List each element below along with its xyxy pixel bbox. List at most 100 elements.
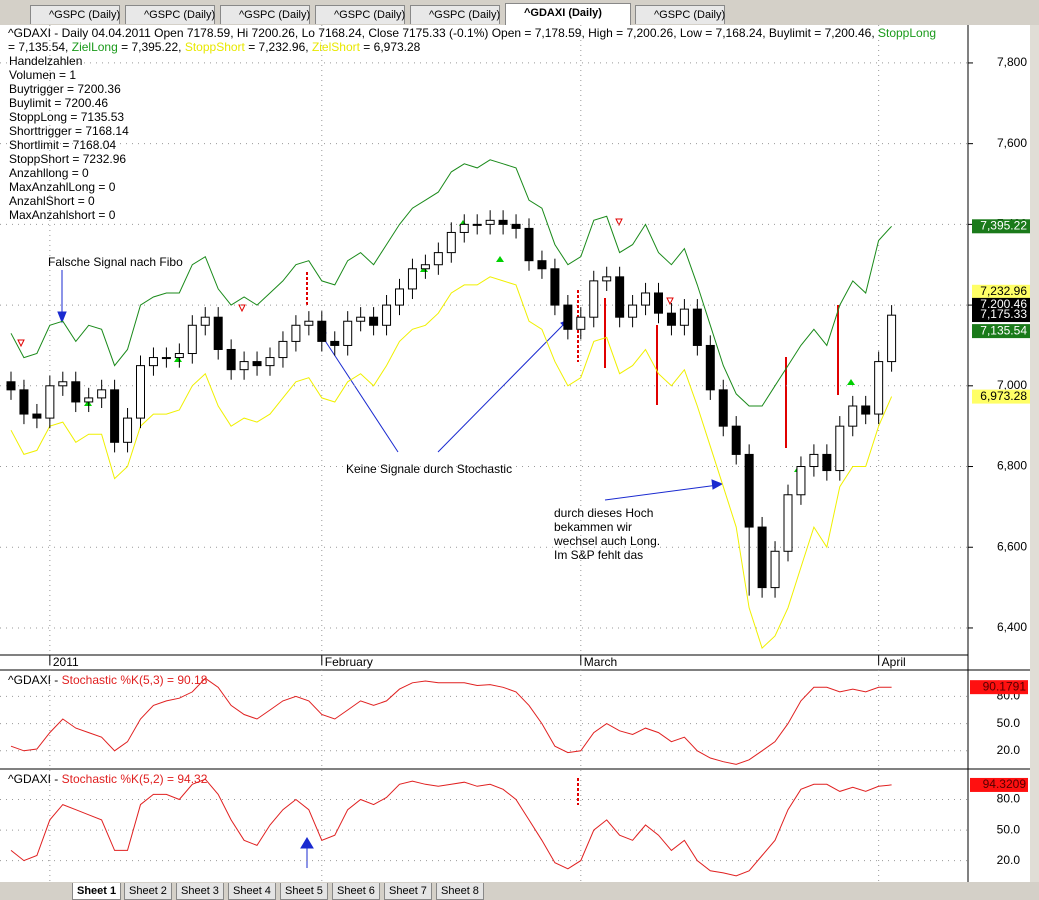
indicator-info: MaxAnzahlLong = 0 [9, 180, 116, 194]
candle-body [666, 312, 676, 326]
panel-title-name: Stochastic %K(5,2) = 94.32 [62, 772, 208, 786]
candle-body [110, 389, 120, 443]
arrow-head [300, 837, 314, 849]
candle-body [291, 324, 301, 342]
sheet-tab[interactable]: Sheet 3 [176, 883, 224, 900]
tab-bar: ^GSPC (Daily) ^GSPC (Daily) ^GSPC (Daily) ^… [0, 0, 1039, 25]
candle-body [369, 316, 379, 326]
x-tick-label: February [325, 655, 373, 669]
tab[interactable]: ^GSPC (Daily) [30, 5, 120, 24]
candle-body [848, 405, 858, 427]
candle-body [407, 268, 417, 290]
y-tick-label: 7,000 [997, 378, 1027, 392]
sheet-tab[interactable]: Sheet 4 [228, 883, 276, 900]
candle-body [809, 453, 819, 468]
price-tag [972, 284, 1030, 299]
tab[interactable]: ^GSPC (Daily) [315, 5, 405, 24]
buy-arrow [174, 356, 182, 362]
candle-body [679, 308, 689, 326]
header-segment: ^GDAXI - Daily 04.04.2011 Open 7178.59, … [8, 26, 878, 40]
candle-body [187, 324, 197, 355]
tab[interactable]: ^GSPC (Daily) [410, 5, 500, 24]
candle-body [382, 304, 392, 326]
indicator-info: Anzahllong = 0 [9, 166, 89, 180]
annotation: durch dieses Hoch [554, 506, 653, 520]
candle-body [576, 316, 586, 330]
x-tick-label: April [882, 655, 906, 669]
value-tag-label: 90.1791 [983, 679, 1027, 693]
value-tag-label: 94.3209 [983, 777, 1027, 791]
panel-title-prefix: ^GDAXI - [8, 772, 62, 786]
candle-body [861, 405, 871, 415]
y-tick-label: 7,800 [997, 55, 1027, 69]
candle-body [757, 526, 767, 589]
annotation: wechsel auch Long. [553, 534, 660, 548]
candle-body [213, 316, 223, 350]
candle-body [589, 280, 599, 318]
candle-body [6, 381, 16, 391]
annotation: Keine Signale durch Stochastic [346, 462, 512, 476]
band-line [10, 276, 893, 650]
sell-arrow [17, 339, 25, 348]
y-tick-label: 20.0 [997, 853, 1021, 867]
sheet-tab[interactable]: Sheet 6 [332, 883, 380, 900]
candle-body [356, 316, 366, 322]
sheet-tab[interactable]: Sheet 5 [280, 883, 328, 900]
candle-body [226, 348, 236, 371]
candle-body [615, 276, 625, 318]
tab[interactable]: ^GSPC (Daily) [220, 5, 310, 24]
price-tag-label: 7,395.22 [980, 218, 1027, 232]
candle-body [317, 320, 327, 342]
price-tag-label: 7,200.46 [980, 297, 1027, 311]
annotation: Im S&P fehlt das [554, 548, 643, 562]
indicator-info: Shortlimit = 7168.04 [9, 138, 116, 152]
candle-body [343, 320, 353, 346]
candle-body [71, 381, 81, 403]
candle-body [537, 260, 547, 270]
sheet-tab[interactable]: Sheet 8 [436, 883, 484, 900]
header-segment: = 7,135.54, [8, 40, 72, 54]
candle-body [563, 304, 573, 330]
header-segment: = 6,973.28 [360, 40, 421, 54]
tab[interactable]: ^GDAXI (Daily) [505, 3, 631, 25]
sheet-tab[interactable]: Sheet 2 [124, 883, 172, 900]
indicator-info: MaxAnzahlshort = 0 [9, 208, 116, 222]
price-tag [972, 219, 1030, 234]
panel-title-name: Stochastic %K(5,3) = 90.18 [62, 673, 208, 687]
sheet-bar: Sheet 1 Sheet 2 Sheet 3 Sheet 4 Sheet 5 Sheet… [0, 882, 1039, 900]
indicator-info: StoppLong = 7135.53 [9, 110, 124, 124]
indicator-info: Shorttrigger = 7168.14 [9, 124, 129, 138]
candle-body [550, 268, 560, 306]
y-tick-label: 6,400 [997, 620, 1027, 634]
indicator-info: Handelzahlen [9, 54, 82, 68]
arrow-head [711, 479, 724, 490]
header-segment: = 7,232.96, [245, 40, 312, 54]
candle-body [822, 453, 832, 472]
sell-arrow [238, 304, 246, 313]
candle-body [420, 264, 430, 270]
tab[interactable]: ^GSPC (Daily) [635, 5, 725, 24]
candle-body [433, 252, 443, 266]
indicator-info: Buytrigger = 7200.36 [9, 82, 121, 96]
band-line [10, 159, 892, 407]
candle-body [602, 276, 612, 282]
chart-header: ^GDAXI - Daily 04.04.2011 Open 7178.59, … [8, 26, 936, 40]
price-tag-label: 6,973.28 [980, 389, 1027, 403]
arrow [437, 322, 566, 453]
header-segment: ZielLong [72, 40, 118, 54]
candle-body [97, 389, 107, 399]
price-tag [972, 389, 1030, 404]
candle-body [718, 389, 728, 427]
candle-body [744, 453, 754, 528]
y-tick-label: 6,600 [997, 539, 1027, 553]
sheet-tab[interactable]: Sheet 7 [384, 883, 432, 900]
sheet-tab[interactable]: Sheet 1 [72, 883, 122, 900]
candle-body [239, 361, 249, 371]
price-tag-label: 7,232.96 [980, 284, 1027, 298]
header-segment: StoppShort [185, 40, 246, 54]
tab[interactable]: ^GSPC (Daily) [125, 5, 215, 24]
candle-body [524, 227, 534, 262]
candle-body [887, 314, 897, 363]
candle-body [511, 223, 521, 229]
candle-body [731, 425, 741, 455]
